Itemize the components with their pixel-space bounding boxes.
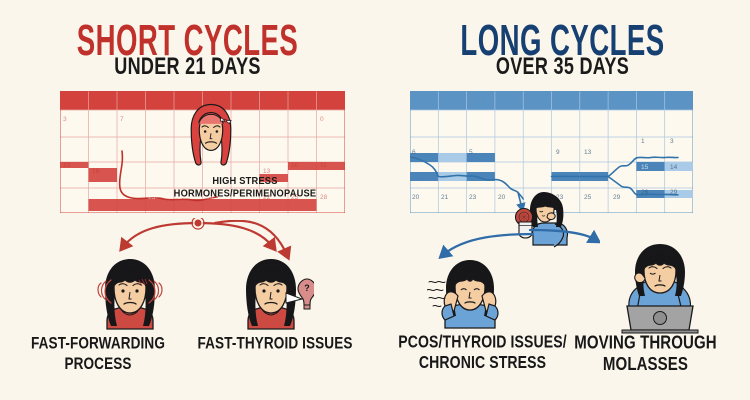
svg-text:26: 26 [641, 189, 649, 196]
svg-text:20: 20 [412, 182, 420, 189]
svg-text:20: 20 [412, 194, 420, 201]
svg-text:3: 3 [670, 138, 674, 145]
svg-text:5: 5 [469, 149, 473, 156]
svg-text:18: 18 [92, 168, 100, 175]
svg-text:13: 13 [584, 149, 592, 156]
svg-text:27: 27 [63, 194, 71, 201]
svg-text:1: 1 [641, 138, 645, 145]
svg-text:0: 0 [320, 116, 324, 123]
svg-text:25: 25 [584, 194, 592, 201]
svg-text:28: 28 [92, 194, 100, 201]
svg-text:1: 1 [412, 164, 416, 171]
svg-text:20: 20 [498, 194, 506, 201]
svg-text:7: 7 [120, 116, 124, 123]
svg-text:10: 10 [291, 162, 299, 169]
svg-text:11: 11 [320, 162, 327, 169]
svg-text:13: 13 [263, 168, 271, 175]
svg-text:?: ? [304, 283, 310, 293]
svg-text:23: 23 [469, 194, 477, 201]
svg-text:29: 29 [670, 189, 678, 196]
svg-text:25: 25 [148, 194, 156, 201]
svg-text:29: 29 [613, 194, 621, 201]
svg-text:21: 21 [441, 194, 449, 201]
svg-text:14: 14 [670, 164, 678, 171]
svg-text:6: 6 [412, 149, 416, 156]
svg-text:13: 13 [63, 162, 71, 169]
svg-text:3: 3 [63, 116, 67, 123]
svg-text:15: 15 [641, 164, 649, 171]
svg-text:9: 9 [556, 149, 560, 156]
